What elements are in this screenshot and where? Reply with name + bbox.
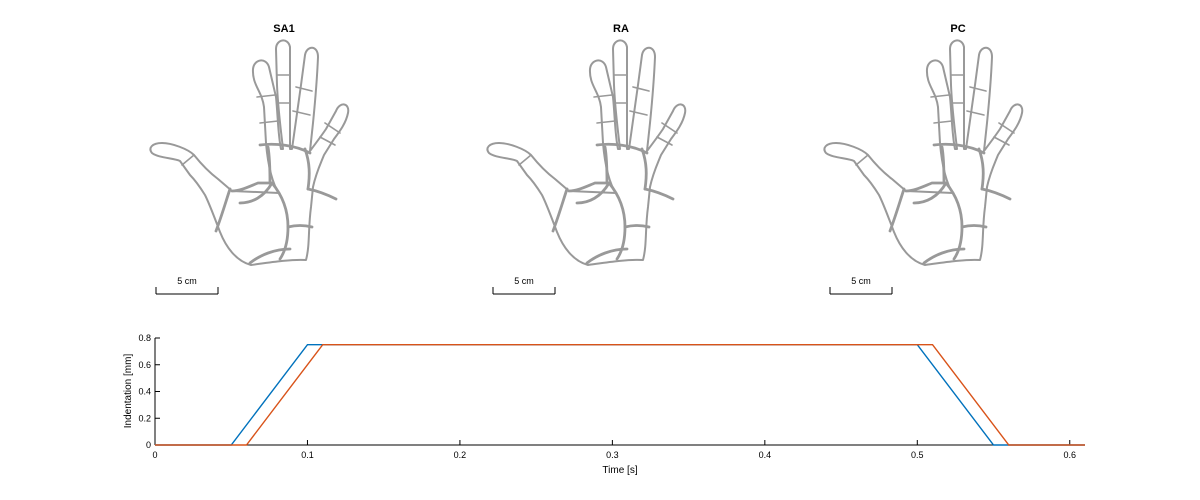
y-axis-label: Indentation [mm] xyxy=(123,354,134,429)
x-tick-label: 0.2 xyxy=(454,450,467,460)
hand-panel-ra: RA 5 cm xyxy=(486,23,687,295)
y-tick-label: 0.6 xyxy=(138,360,151,370)
hand-title: SA1 xyxy=(273,23,294,35)
hand-panel-sa1: SA1 5 cm xyxy=(149,23,350,295)
x-tick-label: 0.6 xyxy=(1063,450,1076,460)
scale-bar-label: 5 cm xyxy=(177,276,197,286)
hand-outline-image xyxy=(149,39,350,267)
scale-bar-label: 5 cm xyxy=(514,276,534,286)
x-tick-label: 0.3 xyxy=(606,450,619,460)
y-tick-label: 0.8 xyxy=(138,333,151,343)
x-axis-label: Time [s] xyxy=(602,465,637,476)
scale-bar: 5 cm xyxy=(155,276,219,295)
x-tick-label: 0.5 xyxy=(911,450,924,460)
hand-title: RA xyxy=(613,23,629,35)
x-ticks: 0 0.1 0.2 0.3 0.4 0.5 0.6 xyxy=(152,440,1076,460)
series-line-1 xyxy=(155,343,1085,446)
y-tick-label: 0.2 xyxy=(138,413,151,423)
y-tick-label: 0.4 xyxy=(138,387,151,397)
y-tick-label: 0 xyxy=(146,440,151,450)
scale-bar: 5 cm xyxy=(492,276,556,295)
hand-outline-image xyxy=(823,39,1024,267)
series-line-2 xyxy=(155,343,1085,446)
hand-panel-pc: PC 5 cm xyxy=(823,23,1024,295)
hand-outline-image xyxy=(486,39,687,267)
scale-bar-label: 5 cm xyxy=(851,276,871,286)
y-ticks: 0 0.2 0.4 0.6 0.8 xyxy=(138,333,160,450)
scale-bar: 5 cm xyxy=(829,276,893,295)
traces xyxy=(155,343,1085,446)
x-tick-label: 0.4 xyxy=(759,450,772,460)
hand-title: PC xyxy=(950,23,965,35)
indentation-chart: 0 0.2 0.4 0.6 0.8 0 0.1 0.2 0.3 0.4 0.5 0.6 Time [… xyxy=(123,333,1085,476)
x-tick-label: 0 xyxy=(152,450,157,460)
x-tick-label: 0.1 xyxy=(301,450,314,460)
